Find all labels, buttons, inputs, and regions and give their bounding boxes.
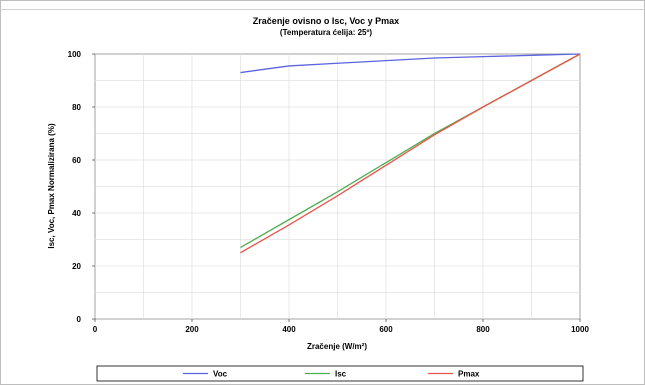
legend: Voc Isc Pmax xyxy=(96,365,584,382)
legend-label-isc: Isc xyxy=(335,370,347,379)
series-line-voc xyxy=(240,53,581,74)
grid-lines xyxy=(95,54,580,319)
y-axis-ticks: 0 20 40 60 80 100 xyxy=(68,50,95,324)
x-tick-label: 600 xyxy=(379,325,393,334)
y-tick-label: 100 xyxy=(68,50,82,59)
x-axis-label: Zračenje (W/m²) xyxy=(307,342,367,351)
legend-label-pmax: Pmax xyxy=(458,370,480,379)
y-tick-label: 80 xyxy=(72,103,81,112)
legend-label-voc: Voc xyxy=(213,370,228,379)
x-tick-label: 1000 xyxy=(571,325,589,334)
y-tick-label: 60 xyxy=(72,156,81,165)
x-tick-label: 400 xyxy=(282,325,296,334)
y-tick-label: 0 xyxy=(77,315,82,324)
y-tick-label: 40 xyxy=(72,209,81,218)
y-axis-label: Isc, Voc, Pmax Normalizirana (%) xyxy=(47,123,56,249)
series-line-pmax xyxy=(240,53,581,254)
x-tick-label: 0 xyxy=(93,325,98,334)
y-tick-label: 20 xyxy=(72,262,81,271)
plot-area xyxy=(94,53,581,320)
chart-title: Zračenje ovisno o Isc, Voc y Pmax xyxy=(253,16,399,26)
chart-subtitle: (Temperatura ćelija: 25º) xyxy=(280,28,372,37)
series-lines xyxy=(240,53,581,254)
x-tick-label: 800 xyxy=(476,325,490,334)
x-tick-label: 200 xyxy=(185,325,199,334)
x-axis-ticks: 0 200 400 600 800 1000 xyxy=(93,319,589,334)
legend-box xyxy=(96,365,584,382)
